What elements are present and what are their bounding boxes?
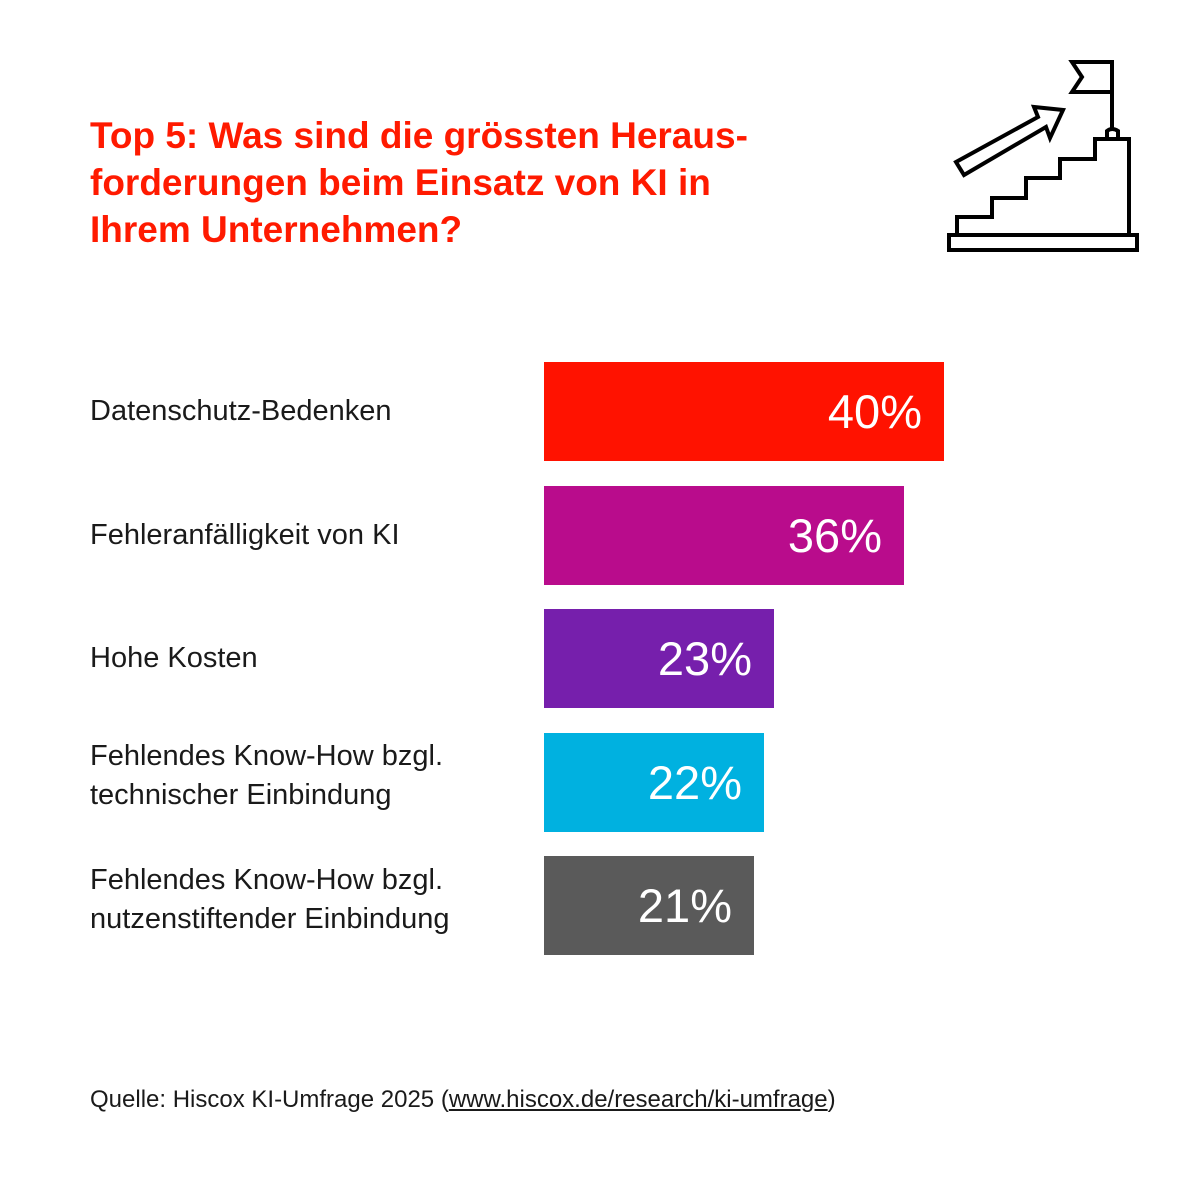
- category-label: Fehleranfälligkeit von KI: [90, 516, 400, 555]
- source-prefix: Quelle: Hiscox KI-Umfrage 2025 (: [90, 1086, 449, 1113]
- category-label-line: Fehlendes Know-How bzgl.: [90, 863, 444, 896]
- category-label: Hohe Kosten: [90, 639, 258, 678]
- category-label-line: Hohe Kosten: [90, 642, 258, 674]
- value-label: 40%: [827, 385, 922, 438]
- category-label-line: Fehleranfälligkeit von KI: [90, 518, 400, 551]
- source-link[interactable]: www.hiscox.de/research/ki-umfrage: [448, 1086, 828, 1113]
- title-line: forderungen beim Einsatz von KI in: [90, 162, 711, 203]
- title-line: Top 5: Was sind die grössten Heraus-: [90, 115, 748, 156]
- stairs-flag-arrow-icon: [947, 60, 1139, 252]
- category-label-line: Datenschutz-Bedenken: [90, 395, 392, 427]
- category-label-line: nutzenstiftender Einbindung: [90, 902, 450, 935]
- bar: 40%: [544, 362, 944, 461]
- title-line: Ihrem Unternehmen?: [90, 209, 463, 250]
- category-label: Fehlendes Know-How bzgl. technischer Einb…: [90, 737, 443, 815]
- bar: 22%: [544, 732, 764, 832]
- value-label: 22%: [647, 755, 742, 809]
- chart-title: Top 5: Was sind die grössten Heraus- for…: [90, 112, 850, 253]
- source-note: Quelle: Hiscox KI-Umfrage 2025 (www.hisc…: [90, 1086, 836, 1114]
- value-label: 36%: [787, 508, 882, 562]
- value-label: 23%: [657, 632, 752, 685]
- category-label: Fehlendes Know-How bzgl. nutzenstiftender…: [90, 861, 450, 939]
- bar: 23%: [544, 609, 774, 708]
- value-label: 21%: [637, 879, 732, 932]
- bar: 36%: [544, 485, 904, 585]
- category-label-line: technischer Einbindung: [90, 779, 392, 811]
- category-label: Datenschutz-Bedenken: [90, 392, 391, 431]
- category-label-line: Fehlendes Know-How bzgl.: [90, 740, 444, 772]
- source-suffix: ): [827, 1086, 836, 1113]
- bar: 21%: [544, 856, 754, 955]
